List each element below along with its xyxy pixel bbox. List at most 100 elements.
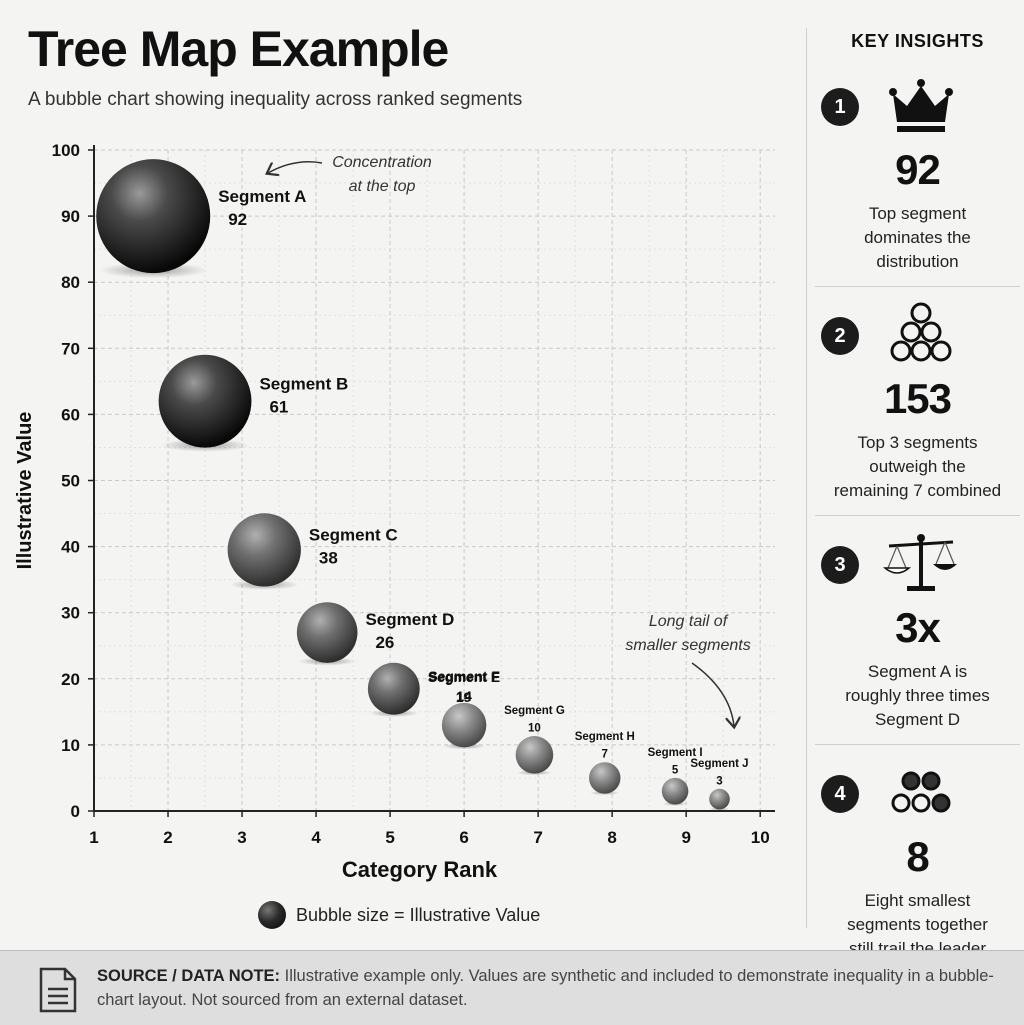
page-subtitle: A bubble chart showing inequality across… [28,89,523,110]
bubble-value-label: 14 [456,688,472,704]
insight-line: Eight smallest [864,891,971,910]
bubble-value-label: 5 [672,764,679,776]
bubble-value-label: 10 [528,723,541,735]
bubble-label: Segment B [259,375,348,394]
y-tick-label: 20 [61,670,80,689]
x-tick-label: 3 [237,828,246,847]
y-axis-title: Illustrative Value [14,412,36,570]
scale-icon [883,534,957,591]
bubble-label: Segment H [575,731,635,743]
insight-line: segments together [847,915,988,934]
source-note-label: SOURCE / DATA NOTE: [97,967,281,985]
bubble [296,602,358,663]
bubble-value-label: 92 [228,210,247,229]
insight-line: roughly three times [845,686,990,705]
x-tick-label: 5 [385,828,394,847]
y-tick-label: 50 [61,472,80,491]
bubble [367,662,420,715]
bubble [441,702,487,748]
bubble-label: Segment I [648,747,703,759]
annotations: Concentration at the top Long tail of small… [268,154,751,726]
insight-value: 3x [895,604,941,651]
key-insights-panel: KEY INSIGHTS 1 92 Top segment dominates … [815,28,1020,974]
bubble-label: Segment A [218,187,306,206]
bubbles [96,159,730,811]
annotation-arrow [691,662,734,726]
bubble [227,513,301,587]
y-tick-label: 60 [61,405,80,424]
x-tick-label: 8 [607,828,616,847]
bubble-value-label: 26 [375,633,394,652]
bubble-value-label: 7 [602,749,608,761]
legend-label: Bubble size = Illustrative Value [296,904,541,925]
y-tick-label: 40 [61,538,80,557]
circle-pyramid-icon [890,302,952,362]
legend-bubble-icon [258,901,286,929]
circles-group-icon [891,771,951,813]
sidebar-title: KEY INSIGHTS [851,31,984,51]
y-tick-label: 70 [61,339,80,358]
insight-line: Segment A is [867,662,968,681]
y-tick-label: 80 [61,273,80,292]
x-tick-label: 6 [459,828,468,847]
bubble-label: Segment C [309,526,398,545]
insight-line: Segment D [874,710,961,729]
axes: 0 10 20 30 40 50 60 70 80 90 100 1 2 3 4 5 6 7 8 9 10 Categor… [14,141,775,882]
bubble-label: Segment G [504,705,565,717]
insight-card: 1 92 Top segment dominates the distribut… [815,58,1020,287]
bubble-value-label: 3 [716,775,722,787]
bubble [709,788,730,810]
source-note-text: Illustrative example only. Values are sy… [97,967,994,1009]
y-tick-label: 30 [61,604,80,623]
bubble-value-label: 61 [269,398,288,417]
page-title: Tree Map Example [28,21,449,77]
insight-number: 2 [821,317,859,355]
insight-line: outweigh the [869,457,966,476]
y-tick-label: 100 [52,141,80,160]
insight-card: 3 3x Segment A is roughly three times Se… [815,516,1020,745]
bubble-label: Segment F [428,668,500,684]
bubble [96,159,211,274]
annotation-arrow [268,161,323,173]
bubble-chart: 0 10 20 30 40 50 60 70 80 90 100 1 2 3 4 5 6 7 8 9 10 Categor… [14,141,775,882]
x-tick-label: 9 [681,828,690,847]
insight-card: 4 8 Eight smallest segments together sti… [815,745,1020,974]
crown-icon [889,79,953,132]
insight-line: remaining 7 combined [833,481,1002,500]
x-tick-label: 1 [89,828,98,847]
insight-line: Top segment [868,204,967,223]
insight-card: 2 153 Top 3 segments outweigh the remain… [815,287,1020,516]
insight-value: 153 [883,375,952,422]
bubble [589,762,621,794]
bubble [515,736,554,774]
insight-number: 1 [821,88,859,126]
annotation-text: smaller segments [625,637,750,654]
source-note: SOURCE / DATA NOTE: Illustrative example… [97,964,997,1012]
insight-line: dominates the [864,228,971,247]
y-tick-label: 90 [61,207,80,226]
bubble-label: Segment D [365,610,454,629]
x-axis-title: Category Rank [342,857,498,882]
x-tick-label: 4 [311,828,321,847]
insight-number: 3 [821,546,859,584]
bubble [661,777,689,805]
insight-description: Segment A is roughly three times Segment… [815,660,1020,732]
document-icon [39,967,77,1013]
y-tick-label: 0 [71,802,80,821]
x-tick-label: 7 [533,828,542,847]
insight-line: distribution [876,252,959,271]
annotation-text: at the top [349,178,416,195]
insight-description: Top 3 segments outweigh the remaining 7 … [815,431,1020,503]
sidebar-divider [806,28,807,928]
y-tick-label: 10 [61,736,80,755]
insight-value: 92 [895,146,941,193]
bubble-label: Segment J [690,758,748,770]
x-tick-label: 2 [163,828,172,847]
bubble-value-label: 19 [456,689,472,705]
annotation-text: Concentration [332,154,432,171]
annotation-text: Long tail of [649,613,729,630]
bubble-labels: Segment A 92 Segment B 61 Segment C 38 Segment… [218,187,748,787]
insight-number: 4 [821,775,859,813]
bubble [158,354,252,448]
insight-line: Top 3 segments [857,433,978,452]
